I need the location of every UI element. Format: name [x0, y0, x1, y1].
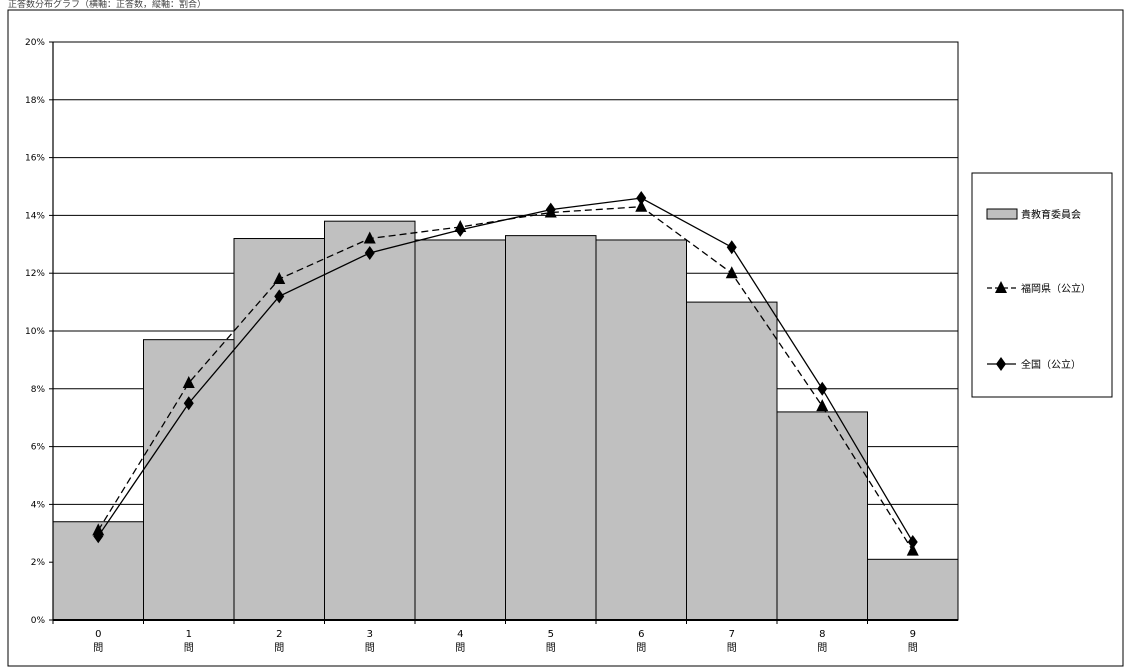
bar [414, 239, 506, 621]
data-point [273, 271, 286, 284]
series-markers [92, 191, 919, 556]
data-point [816, 399, 829, 412]
x-tick-label: 3 [367, 629, 373, 640]
x-tick-label: 1 [186, 629, 192, 640]
legend-label: 貴教育委員会 [1021, 208, 1081, 221]
data-point [907, 534, 918, 549]
y-tick-label: 0% [31, 616, 46, 626]
data-point [93, 529, 104, 544]
y-tick-label: 20% [25, 38, 45, 48]
data-point [274, 289, 285, 304]
bar [686, 301, 778, 621]
series-lines [97, 197, 914, 551]
bars [52, 220, 959, 621]
y-tick-label: 4% [31, 500, 46, 510]
y-tick-label: 8% [31, 385, 46, 395]
bar [595, 239, 687, 621]
chart-title: 正答数分布グラフ（横軸：正答数，縦軸：割合） [8, 0, 207, 10]
x-tick-unit: 問 [455, 642, 465, 654]
x-tick-label: 4 [457, 629, 463, 640]
x-tick-unit: 問 [817, 642, 827, 654]
x-tick-unit: 問 [93, 642, 103, 654]
data-point [906, 543, 919, 556]
data-point [725, 266, 738, 279]
data-point [363, 231, 376, 244]
data-point [817, 381, 828, 396]
data-point [636, 191, 647, 206]
data-point [182, 376, 195, 389]
y-tick-label: 18% [25, 96, 45, 106]
y-tick-label: 14% [25, 211, 45, 221]
data-point [635, 199, 648, 212]
x-tick-label: 9 [910, 629, 916, 640]
x-tick-label: 5 [548, 629, 554, 640]
x-tick-label: 7 [729, 629, 735, 640]
x-tick-unit: 問 [727, 642, 737, 654]
bar [324, 220, 416, 621]
legend-marker [996, 357, 1006, 371]
x-axis: 0 問 1 問 2 問 3 問 4 問 5 問 6 問 7 問 8 問 9 問 [52, 619, 958, 654]
chart-outer-frame [7, 9, 1124, 667]
x-tick-label: 0 [95, 629, 101, 640]
y-tick-label: 2% [31, 558, 46, 568]
data-point [545, 202, 556, 217]
x-tick-label: 8 [819, 629, 825, 640]
legend-marker [995, 281, 1007, 293]
x-tick-label: 2 [276, 629, 282, 640]
x-tick-unit: 問 [365, 642, 375, 654]
y-tick-label: 10% [25, 327, 45, 337]
x-tick-label: 6 [638, 629, 644, 640]
legend-swatch [986, 208, 1018, 220]
x-tick-unit: 問 [908, 642, 918, 654]
bar [505, 235, 597, 621]
data-point [183, 396, 194, 411]
y-tick-label: 16% [25, 154, 45, 164]
x-tick-unit: 問 [546, 642, 556, 654]
legend-label: 全国（公立） [1021, 358, 1081, 371]
y-tick-label: 12% [25, 269, 45, 279]
x-tick-unit: 問 [636, 642, 646, 654]
data-point [364, 245, 375, 260]
x-tick-unit: 問 [184, 642, 194, 654]
bar [867, 558, 959, 621]
data-point [726, 240, 737, 255]
y-tick-label: 6% [31, 443, 46, 453]
y-axis: 0% 2% 4% 6% 8% 10% 12% 14% 16% 18% 20% [25, 38, 54, 626]
x-tick-unit: 問 [274, 642, 284, 654]
legend-label: 福岡県（公立） [1021, 282, 1091, 295]
data-point [455, 222, 466, 237]
bar [776, 411, 868, 621]
series-line [97, 197, 914, 543]
